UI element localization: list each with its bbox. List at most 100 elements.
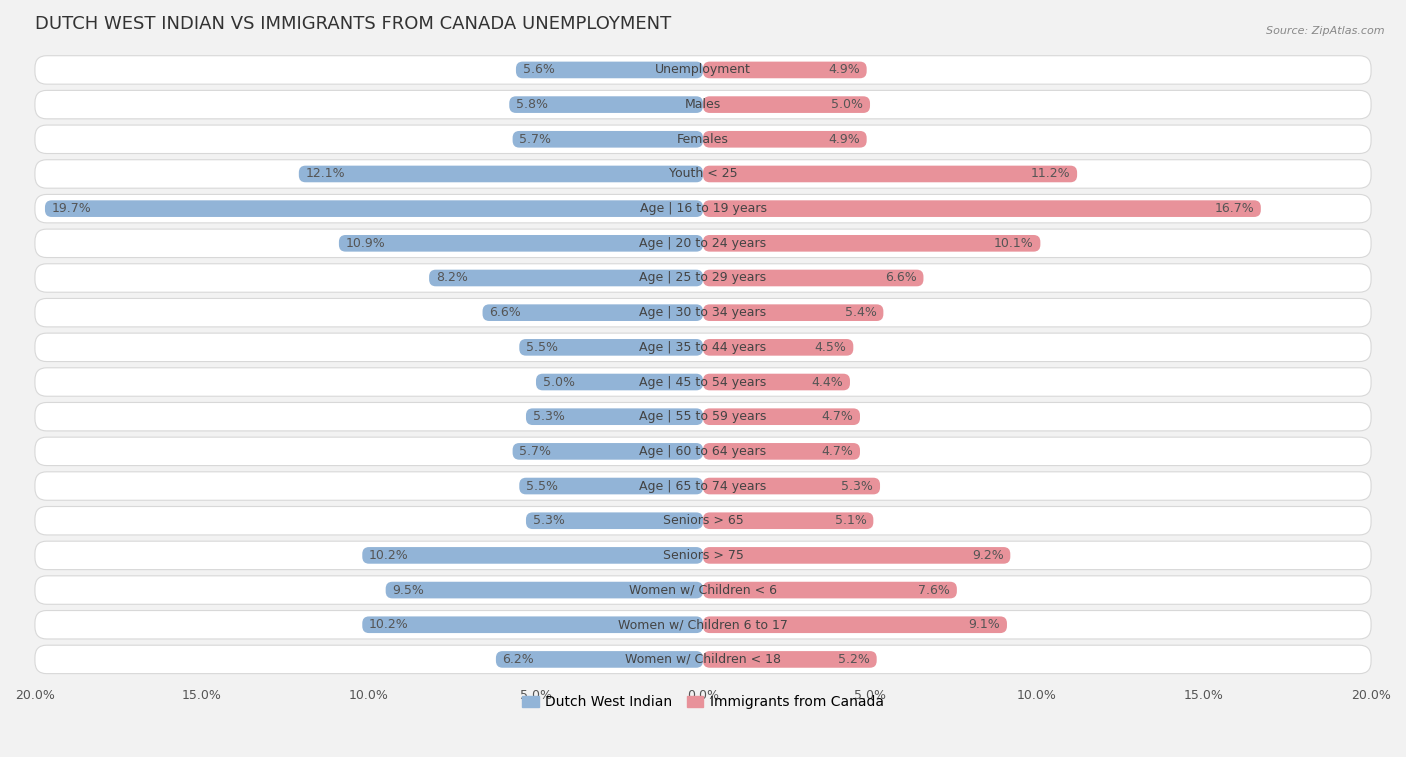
Text: 6.6%: 6.6% xyxy=(884,272,917,285)
Legend: Dutch West Indian, Immigrants from Canada: Dutch West Indian, Immigrants from Canad… xyxy=(516,690,890,715)
FancyBboxPatch shape xyxy=(35,472,1371,500)
FancyBboxPatch shape xyxy=(35,56,1371,84)
Text: 8.2%: 8.2% xyxy=(436,272,468,285)
FancyBboxPatch shape xyxy=(35,403,1371,431)
Text: Age | 35 to 44 years: Age | 35 to 44 years xyxy=(640,341,766,354)
Text: 6.6%: 6.6% xyxy=(489,306,522,319)
FancyBboxPatch shape xyxy=(35,160,1371,188)
FancyBboxPatch shape xyxy=(35,541,1371,569)
FancyBboxPatch shape xyxy=(703,61,866,78)
Text: 5.4%: 5.4% xyxy=(845,306,877,319)
FancyBboxPatch shape xyxy=(703,651,877,668)
FancyBboxPatch shape xyxy=(35,229,1371,257)
FancyBboxPatch shape xyxy=(536,374,703,391)
Text: 5.3%: 5.3% xyxy=(533,514,565,527)
Text: Age | 30 to 34 years: Age | 30 to 34 years xyxy=(640,306,766,319)
FancyBboxPatch shape xyxy=(299,166,703,182)
FancyBboxPatch shape xyxy=(703,616,1007,633)
FancyBboxPatch shape xyxy=(35,333,1371,362)
Text: 5.7%: 5.7% xyxy=(519,132,551,146)
FancyBboxPatch shape xyxy=(496,651,703,668)
Text: 5.2%: 5.2% xyxy=(838,653,870,666)
Text: 19.7%: 19.7% xyxy=(52,202,91,215)
FancyBboxPatch shape xyxy=(703,512,873,529)
Text: Seniors > 75: Seniors > 75 xyxy=(662,549,744,562)
FancyBboxPatch shape xyxy=(509,96,703,113)
Text: 4.5%: 4.5% xyxy=(814,341,846,354)
FancyBboxPatch shape xyxy=(385,581,703,598)
Text: Age | 65 to 74 years: Age | 65 to 74 years xyxy=(640,479,766,493)
FancyBboxPatch shape xyxy=(35,90,1371,119)
Text: Unemployment: Unemployment xyxy=(655,64,751,76)
FancyBboxPatch shape xyxy=(513,131,703,148)
FancyBboxPatch shape xyxy=(35,368,1371,396)
FancyBboxPatch shape xyxy=(703,581,957,598)
Text: 5.5%: 5.5% xyxy=(526,479,558,493)
FancyBboxPatch shape xyxy=(703,235,1040,251)
FancyBboxPatch shape xyxy=(703,131,866,148)
Text: 12.1%: 12.1% xyxy=(305,167,344,180)
Text: Women w/ Children 6 to 17: Women w/ Children 6 to 17 xyxy=(619,618,787,631)
FancyBboxPatch shape xyxy=(703,408,860,425)
FancyBboxPatch shape xyxy=(526,512,703,529)
Text: Women w/ Children < 6: Women w/ Children < 6 xyxy=(628,584,778,597)
FancyBboxPatch shape xyxy=(519,339,703,356)
FancyBboxPatch shape xyxy=(703,443,860,459)
Text: 5.0%: 5.0% xyxy=(543,375,575,388)
FancyBboxPatch shape xyxy=(35,645,1371,674)
FancyBboxPatch shape xyxy=(703,166,1077,182)
Text: 16.7%: 16.7% xyxy=(1215,202,1254,215)
FancyBboxPatch shape xyxy=(35,506,1371,535)
Text: 7.6%: 7.6% xyxy=(918,584,950,597)
FancyBboxPatch shape xyxy=(35,437,1371,466)
Text: 5.5%: 5.5% xyxy=(526,341,558,354)
Text: 4.7%: 4.7% xyxy=(821,445,853,458)
FancyBboxPatch shape xyxy=(482,304,703,321)
FancyBboxPatch shape xyxy=(526,408,703,425)
Text: 9.2%: 9.2% xyxy=(972,549,1004,562)
Text: 5.3%: 5.3% xyxy=(533,410,565,423)
Text: 5.1%: 5.1% xyxy=(835,514,866,527)
FancyBboxPatch shape xyxy=(703,96,870,113)
FancyBboxPatch shape xyxy=(35,195,1371,223)
Text: Age | 25 to 29 years: Age | 25 to 29 years xyxy=(640,272,766,285)
FancyBboxPatch shape xyxy=(35,263,1371,292)
Text: 10.2%: 10.2% xyxy=(368,618,409,631)
Text: 10.9%: 10.9% xyxy=(346,237,385,250)
Text: 6.2%: 6.2% xyxy=(502,653,534,666)
Text: Age | 60 to 64 years: Age | 60 to 64 years xyxy=(640,445,766,458)
FancyBboxPatch shape xyxy=(429,269,703,286)
Text: 4.4%: 4.4% xyxy=(811,375,844,388)
FancyBboxPatch shape xyxy=(363,616,703,633)
FancyBboxPatch shape xyxy=(703,269,924,286)
Text: 4.7%: 4.7% xyxy=(821,410,853,423)
Text: 5.6%: 5.6% xyxy=(523,64,554,76)
Text: Age | 55 to 59 years: Age | 55 to 59 years xyxy=(640,410,766,423)
Text: Seniors > 65: Seniors > 65 xyxy=(662,514,744,527)
Text: 5.8%: 5.8% xyxy=(516,98,548,111)
Text: Age | 16 to 19 years: Age | 16 to 19 years xyxy=(640,202,766,215)
FancyBboxPatch shape xyxy=(703,201,1261,217)
FancyBboxPatch shape xyxy=(703,304,883,321)
FancyBboxPatch shape xyxy=(35,125,1371,154)
Text: 5.0%: 5.0% xyxy=(831,98,863,111)
Text: 10.2%: 10.2% xyxy=(368,549,409,562)
FancyBboxPatch shape xyxy=(35,576,1371,604)
FancyBboxPatch shape xyxy=(339,235,703,251)
FancyBboxPatch shape xyxy=(703,478,880,494)
FancyBboxPatch shape xyxy=(703,339,853,356)
Text: Youth < 25: Youth < 25 xyxy=(669,167,737,180)
FancyBboxPatch shape xyxy=(513,443,703,459)
FancyBboxPatch shape xyxy=(45,201,703,217)
Text: Age | 45 to 54 years: Age | 45 to 54 years xyxy=(640,375,766,388)
Text: 10.1%: 10.1% xyxy=(994,237,1033,250)
FancyBboxPatch shape xyxy=(516,61,703,78)
Text: Women w/ Children < 18: Women w/ Children < 18 xyxy=(626,653,780,666)
Text: Age | 20 to 24 years: Age | 20 to 24 years xyxy=(640,237,766,250)
FancyBboxPatch shape xyxy=(703,547,1011,564)
FancyBboxPatch shape xyxy=(703,374,851,391)
Text: 5.3%: 5.3% xyxy=(841,479,873,493)
FancyBboxPatch shape xyxy=(35,298,1371,327)
Text: Females: Females xyxy=(678,132,728,146)
Text: 9.5%: 9.5% xyxy=(392,584,425,597)
